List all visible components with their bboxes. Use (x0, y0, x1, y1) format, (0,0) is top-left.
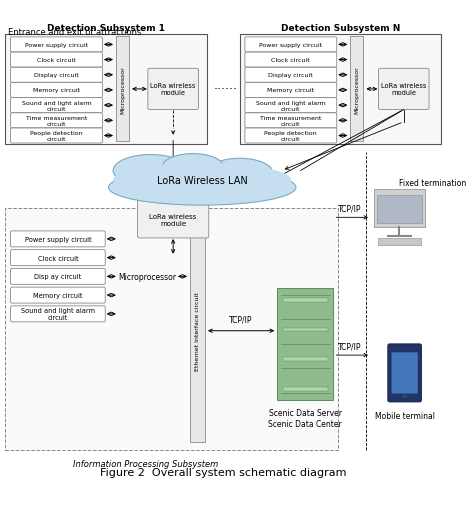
Text: Microprocessor: Microprocessor (120, 66, 125, 114)
FancyBboxPatch shape (137, 201, 209, 238)
Bar (374, 190, 425, 227)
Bar (283, 328, 328, 332)
Ellipse shape (113, 164, 291, 197)
Text: TCP/IP: TCP/IP (229, 315, 253, 324)
Bar (283, 387, 328, 391)
Text: Information Processing Subsystem: Information Processing Subsystem (73, 459, 218, 468)
Text: Sound and light alarm
circuit: Sound and light alarm circuit (21, 308, 95, 321)
FancyBboxPatch shape (10, 83, 102, 98)
FancyBboxPatch shape (10, 307, 105, 322)
FancyBboxPatch shape (10, 53, 102, 68)
Text: LoRa Wireless LAN: LoRa Wireless LAN (157, 175, 247, 185)
FancyBboxPatch shape (245, 98, 337, 114)
Text: Mobile terminal: Mobile terminal (374, 412, 435, 421)
Ellipse shape (109, 170, 296, 206)
Text: TCP/IP: TCP/IP (338, 342, 362, 350)
FancyBboxPatch shape (10, 129, 102, 144)
Text: Time measurement
circuit: Time measurement circuit (26, 116, 87, 126)
FancyBboxPatch shape (148, 69, 199, 110)
Ellipse shape (113, 155, 188, 187)
Text: Scenic Data Server: Scenic Data Server (269, 408, 342, 417)
Text: Clock circuit: Clock circuit (37, 255, 78, 261)
Text: Sound and light alarm
circuit: Sound and light alarm circuit (256, 100, 326, 111)
FancyBboxPatch shape (245, 83, 337, 98)
Text: ......: ...... (214, 79, 237, 91)
FancyBboxPatch shape (10, 114, 102, 129)
Text: People detection
circuit: People detection circuit (30, 131, 83, 141)
FancyBboxPatch shape (10, 98, 102, 114)
Ellipse shape (402, 395, 408, 398)
Text: TCP/IP: TCP/IP (338, 204, 362, 213)
Bar (283, 358, 328, 361)
FancyBboxPatch shape (245, 68, 337, 83)
Text: Scenic Data Center: Scenic Data Center (268, 419, 342, 428)
FancyBboxPatch shape (392, 352, 418, 394)
FancyBboxPatch shape (245, 114, 337, 129)
Text: Microprocessor: Microprocessor (355, 66, 359, 114)
FancyBboxPatch shape (10, 231, 105, 247)
Bar (240, 34, 441, 145)
Text: Display circuit: Display circuit (34, 73, 79, 78)
Bar (116, 37, 129, 142)
Text: Time measurement
circuit: Time measurement circuit (260, 116, 321, 126)
Bar (350, 37, 364, 142)
Bar (377, 195, 421, 224)
FancyBboxPatch shape (388, 344, 421, 402)
Text: Clock circuit: Clock circuit (272, 58, 310, 63)
Text: Microprocessor: Microprocessor (118, 272, 176, 281)
Text: Display circuit: Display circuit (268, 73, 313, 78)
FancyBboxPatch shape (245, 129, 337, 144)
Text: Entrance and exit of attractions: Entrance and exit of attractions (8, 28, 142, 37)
Bar (283, 298, 328, 302)
FancyBboxPatch shape (245, 38, 337, 53)
Text: Detection Subsystem 1: Detection Subsystem 1 (47, 24, 165, 33)
Text: LoRa wireless
module: LoRa wireless module (149, 213, 197, 226)
FancyBboxPatch shape (10, 250, 105, 266)
Bar (190, 220, 205, 442)
Text: People detection
circuit: People detection circuit (264, 131, 317, 141)
Bar (378, 238, 420, 246)
Ellipse shape (207, 159, 273, 187)
Text: LoRa wireless
module: LoRa wireless module (150, 83, 196, 96)
Text: Clock circuit: Clock circuit (37, 58, 76, 63)
FancyBboxPatch shape (245, 53, 337, 68)
FancyBboxPatch shape (10, 38, 102, 53)
Bar (5, 34, 207, 145)
Text: Memory circuit: Memory circuit (33, 292, 82, 298)
Text: Ethernet interface circuit: Ethernet interface circuit (195, 292, 200, 370)
Text: Power supply circuit: Power supply circuit (259, 43, 322, 48)
Bar (277, 288, 333, 400)
Text: Power supply circuit: Power supply circuit (25, 43, 88, 48)
Text: Memory circuit: Memory circuit (267, 88, 314, 93)
Text: Disp ay circuit: Disp ay circuit (34, 274, 82, 280)
Text: Fixed termination: Fixed termination (399, 179, 466, 188)
Text: Sound and light alarm
circuit: Sound and light alarm circuit (22, 100, 91, 111)
FancyBboxPatch shape (10, 269, 105, 285)
Bar (5, 209, 338, 450)
Text: LoRa wireless
module: LoRa wireless module (381, 83, 427, 96)
Text: Power supply circuit: Power supply circuit (25, 236, 91, 242)
FancyBboxPatch shape (378, 69, 429, 110)
Text: Detection Subsystem N: Detection Subsystem N (281, 24, 400, 33)
FancyBboxPatch shape (10, 287, 105, 304)
Ellipse shape (163, 155, 223, 180)
Text: Figure 2  Overall system schematic diagram: Figure 2 Overall system schematic diagra… (100, 467, 346, 477)
FancyBboxPatch shape (10, 68, 102, 83)
Text: Memory circuit: Memory circuit (33, 88, 80, 93)
